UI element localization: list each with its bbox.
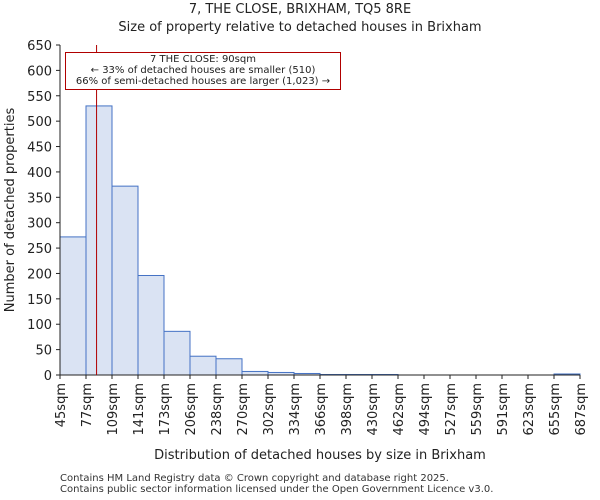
y-tick-label: 50 (35, 344, 52, 359)
y-tick-label: 600 (27, 64, 52, 79)
x-tick-label: 366sqm (314, 383, 329, 436)
x-tick-label: 206sqm (184, 383, 199, 436)
y-tick-label: 100 (27, 318, 52, 333)
y-axis-title: Number of detached properties (3, 108, 18, 313)
histogram-bar (215, 358, 243, 376)
histogram-bar (111, 185, 139, 376)
x-tick-label: 270sqm (236, 383, 251, 436)
x-tick-label: 45sqm (54, 383, 69, 427)
y-tick-label: 200 (27, 267, 52, 282)
x-tick-label: 430sqm (366, 383, 381, 436)
y-tick-label: 250 (27, 242, 52, 257)
y-tick-label: 350 (27, 191, 52, 206)
x-tick-label: 302sqm (262, 383, 277, 436)
histogram-bar (163, 330, 191, 376)
y-tick-label: 400 (27, 166, 52, 181)
y-tick-label: 500 (27, 115, 52, 130)
x-tick-label: 655sqm (548, 383, 563, 436)
y-tick-label: 150 (27, 293, 52, 308)
footer-line-2: Contains public sector information licen… (60, 484, 494, 495)
y-tick-label: 450 (27, 141, 52, 156)
histogram-bar (59, 236, 87, 376)
histogram-bar (241, 370, 269, 376)
footer-line-1: Contains HM Land Registry data © Crown c… (60, 473, 449, 484)
y-tick-label: 300 (27, 217, 52, 232)
y-tick-label: 0 (44, 369, 52, 384)
x-tick-label: 623sqm (522, 383, 537, 436)
x-tick-label: 462sqm (392, 383, 407, 436)
x-tick-label: 109sqm (106, 383, 121, 436)
x-tick-label: 334sqm (288, 383, 303, 436)
histogram-bar (189, 355, 217, 376)
y-tick-label: 650 (27, 39, 52, 54)
x-axis-title: Distribution of detached houses by size … (154, 448, 486, 463)
annotation-line-1: 7 THE CLOSE: 90sqm (150, 54, 256, 65)
x-tick-label: 77sqm (80, 383, 95, 427)
x-tick-label: 494sqm (418, 383, 433, 436)
x-tick-label: 559sqm (470, 383, 485, 436)
x-tick-label: 687sqm (574, 383, 589, 436)
chart-title: 7, THE CLOSE, BRIXHAM, TQ5 8RE (188, 2, 412, 17)
x-tick-label: 173sqm (158, 383, 173, 436)
annotation-line-3: 66% of semi-detached houses are larger (… (75, 76, 331, 87)
annotation-line-2: ← 33% of detached houses are smaller (51… (90, 65, 316, 76)
x-tick-label: 238sqm (210, 383, 225, 436)
annotation-box: 7 THE CLOSE: 90sqm ← 33% of detached hou… (65, 52, 341, 90)
histogram-bar (137, 274, 165, 376)
x-tick-label: 141sqm (132, 383, 147, 436)
y-tick-label: 550 (27, 90, 52, 105)
x-tick-label: 398sqm (340, 383, 355, 436)
x-tick-label: 527sqm (444, 383, 459, 436)
x-tick-label: 591sqm (496, 383, 511, 436)
histogram-bar (85, 105, 113, 376)
chart-subtitle: Size of property relative to detached ho… (118, 20, 482, 35)
